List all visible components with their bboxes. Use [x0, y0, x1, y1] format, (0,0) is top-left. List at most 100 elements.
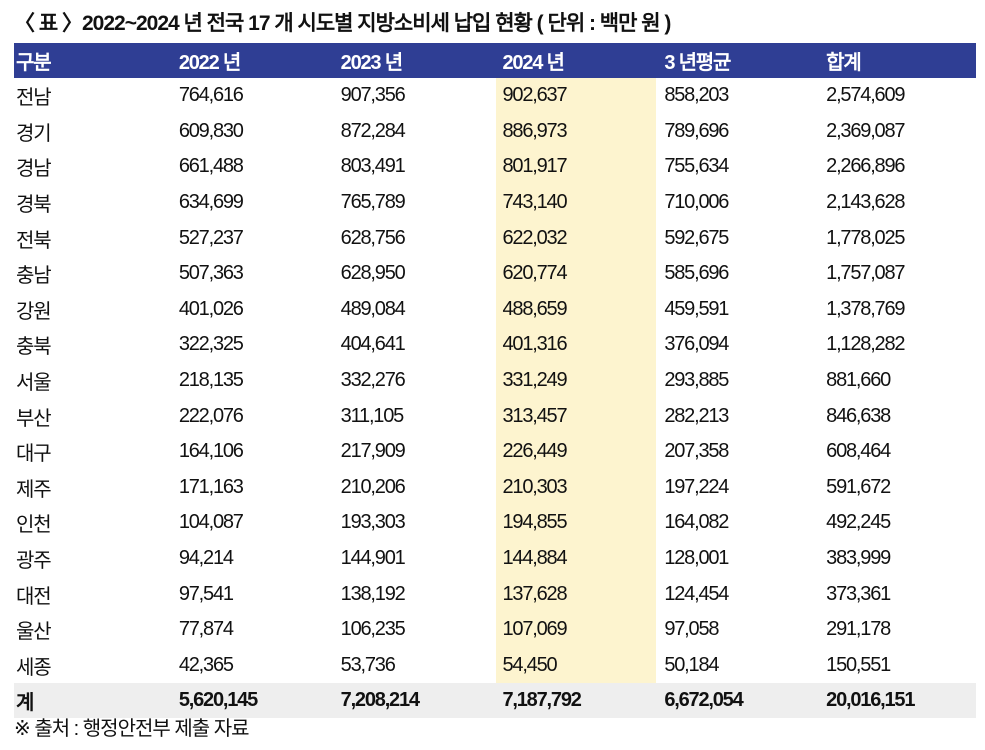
header-2023: 2023 년: [340, 52, 403, 74]
cell-region: 인천: [16, 514, 52, 537]
table-header-row: 구분 2022 년 2023 년 2024 년 3 년평균 합계: [14, 43, 976, 78]
total-2023: 7,208,214: [340, 689, 420, 712]
cell-sum: 591,672: [826, 475, 891, 498]
table-body: 전남 764,616 907,356 902,637 858,203 2,574,609 경…: [14, 78, 976, 683]
table-row: 인천 104,087 193,303 194,855 164,082 492,245: [14, 505, 976, 541]
cell-y2024: 226,449: [502, 440, 567, 463]
total-label: 계: [16, 692, 34, 715]
cell-avg3yr: 858,203: [664, 84, 729, 107]
cell-region: 충남: [16, 265, 52, 288]
table-title: 〈 표 〉2022~2024 년 전국 17 개 시도별 지방소비세 납입 현황…: [14, 12, 671, 35]
cell-y2023: 628,950: [340, 262, 406, 285]
cell-y2024: 210,303: [502, 475, 567, 498]
cell-sum: 2,266,896: [826, 155, 905, 178]
table-row: 세종 42,365 53,736 54,450 50,184 150,551: [14, 648, 976, 684]
cell-sum: 608,464: [826, 440, 891, 463]
cell-y2024: 902,637: [502, 84, 567, 107]
table-row: 충북 322,325 404,641 401,316 376,094 1,128,282: [14, 327, 976, 363]
cell-sum: 2,574,609: [826, 84, 905, 107]
cell-sum: 2,369,087: [826, 119, 905, 142]
cell-avg3yr: 789,696: [664, 119, 729, 142]
total-2022: 5,620,145: [178, 689, 258, 712]
table-row: 부산 222,076 311,105 313,457 282,213 846,638: [14, 398, 976, 434]
cell-region: 충북: [16, 336, 52, 359]
cell-sum: 291,178: [826, 618, 891, 641]
table-row: 광주 94,214 144,901 144,884 128,001 383,999: [14, 541, 976, 577]
table-row: 제주 171,163 210,206 210,303 197,224 591,672: [14, 470, 976, 506]
cell-y2023: 404,641: [340, 333, 406, 356]
cell-y2024: 54,450: [502, 653, 557, 676]
table-row: 경기 609,830 872,284 886,973 789,696 2,369,087: [14, 114, 976, 150]
cell-y2023: 138,192: [340, 582, 406, 605]
cell-y2022: 171,163: [178, 475, 244, 498]
cell-y2023: 628,756: [340, 226, 406, 249]
table-row: 경북 634,699 765,789 743,140 710,006 2,143,628: [14, 185, 976, 221]
cell-avg3yr: 755,634: [664, 155, 729, 178]
cell-region: 부산: [16, 407, 52, 430]
cell-y2022: 527,237: [178, 226, 244, 249]
cell-y2022: 401,026: [178, 297, 244, 320]
cell-y2024: 144,884: [502, 547, 567, 570]
cell-avg3yr: 124,454: [664, 582, 729, 605]
cell-y2024: 886,973: [502, 119, 567, 142]
cell-y2024: 313,457: [502, 404, 567, 427]
cell-y2024: 331,249: [502, 369, 567, 392]
cell-sum: 373,361: [826, 582, 891, 605]
cell-sum: 1,378,769: [826, 297, 905, 320]
header-category: 구분: [16, 52, 52, 74]
table-row: 서울 218,135 332,276 331,249 293,885 881,660: [14, 363, 976, 399]
cell-avg3yr: 585,696: [664, 262, 729, 285]
cell-y2022: 97,541: [178, 582, 234, 605]
cell-avg3yr: 207,358: [664, 440, 729, 463]
highlight-2024-column: [496, 78, 656, 683]
cell-y2024: 107,069: [502, 618, 567, 641]
cell-y2023: 193,303: [340, 511, 406, 534]
cell-y2023: 311,105: [340, 404, 405, 427]
cell-region: 전남: [16, 87, 52, 110]
source-note: ※ 출처 : 행정안전부 제출 자료: [14, 718, 249, 740]
cell-y2024: 622,032: [502, 226, 567, 249]
cell-region: 경기: [16, 122, 52, 145]
table-row: 경남 661,488 803,491 801,917 755,634 2,266,896: [14, 149, 976, 185]
cell-y2022: 764,616: [178, 84, 244, 107]
cell-region: 세종: [16, 656, 52, 679]
cell-avg3yr: 164,082: [664, 511, 729, 534]
cell-y2023: 53,736: [340, 653, 396, 676]
cell-y2024: 801,917: [502, 155, 567, 178]
table-row: 전북 527,237 628,756 622,032 592,675 1,778,025: [14, 220, 976, 256]
cell-avg3yr: 197,224: [664, 475, 729, 498]
cell-sum: 846,638: [826, 404, 891, 427]
cell-region: 전북: [16, 229, 52, 252]
cell-sum: 150,551: [826, 653, 891, 676]
cell-sum: 1,128,282: [826, 333, 905, 356]
cell-avg3yr: 282,213: [664, 404, 729, 427]
cell-avg3yr: 376,094: [664, 333, 729, 356]
table-total-row: 계 5,620,145 7,208,214 7,187,792 6,672,05…: [14, 683, 976, 719]
cell-avg3yr: 710,006: [664, 191, 729, 214]
cell-y2024: 488,659: [502, 297, 567, 320]
cell-region: 울산: [16, 621, 52, 644]
cell-y2023: 210,206: [340, 475, 406, 498]
cell-avg3yr: 459,591: [664, 297, 729, 320]
cell-y2022: 104,087: [178, 511, 244, 534]
cell-y2022: 218,135: [178, 369, 244, 392]
cell-y2022: 222,076: [178, 404, 244, 427]
total-sum: 20,016,151: [826, 689, 915, 712]
total-3yr-average: 6,672,054: [664, 689, 743, 712]
cell-avg3yr: 50,184: [664, 653, 719, 676]
cell-y2022: 661,488: [178, 155, 244, 178]
cell-region: 대전: [16, 585, 52, 608]
cell-y2022: 507,363: [178, 262, 244, 285]
cell-y2023: 144,901: [340, 547, 406, 570]
cell-y2024: 194,855: [502, 511, 567, 534]
cell-sum: 1,778,025: [826, 226, 905, 249]
cell-avg3yr: 97,058: [664, 618, 719, 641]
cell-sum: 383,999: [826, 547, 891, 570]
cell-region: 서울: [16, 372, 52, 395]
cell-y2022: 42,365: [178, 653, 234, 676]
cell-avg3yr: 293,885: [664, 369, 729, 392]
cell-y2023: 489,084: [340, 297, 406, 320]
cell-sum: 1,757,087: [826, 262, 905, 285]
table-row: 대전 97,541 138,192 137,628 124,454 373,361: [14, 576, 976, 612]
cell-sum: 492,245: [826, 511, 891, 534]
